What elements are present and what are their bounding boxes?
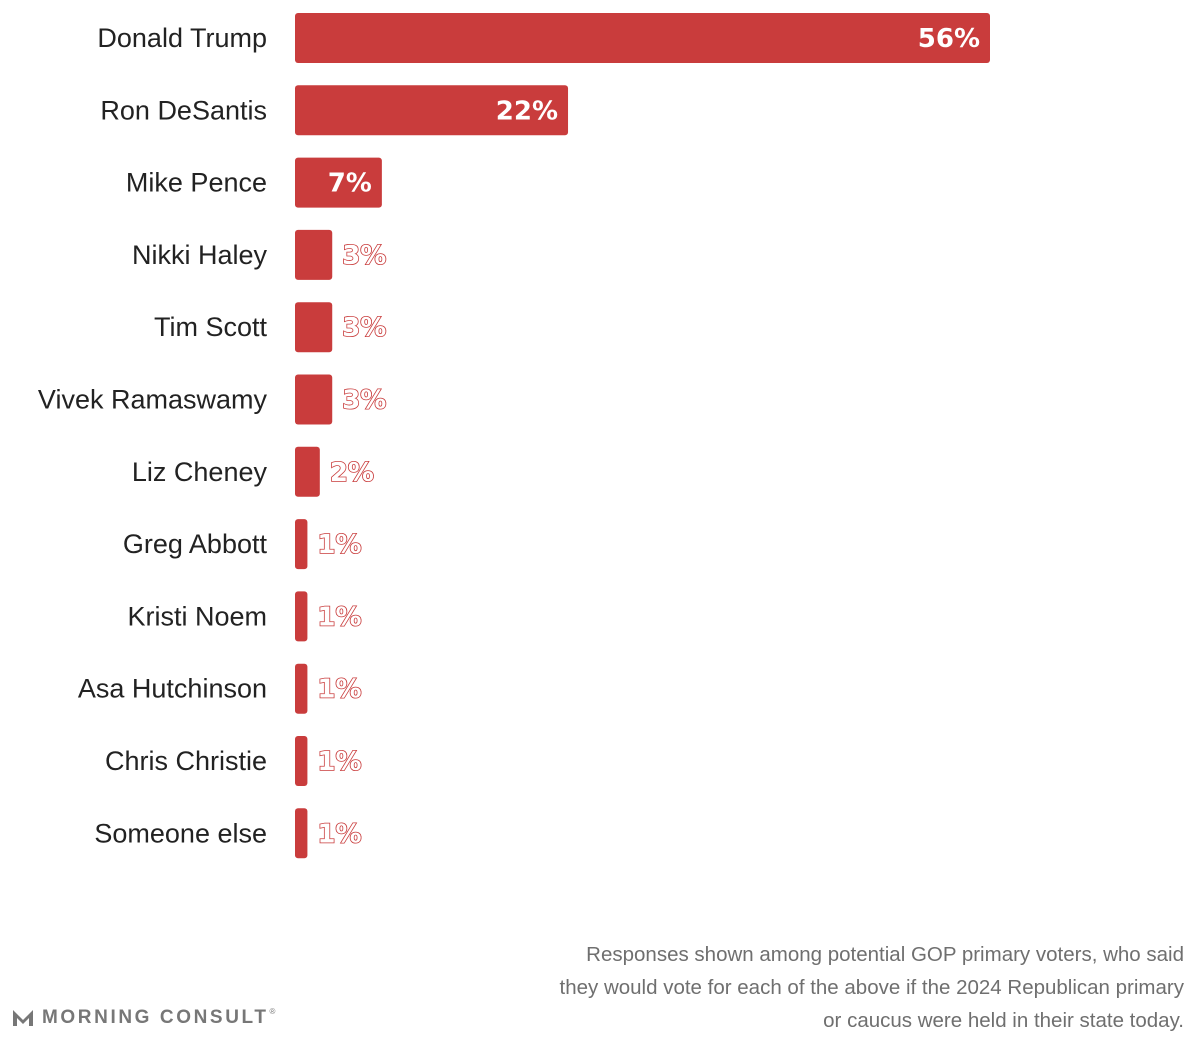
- category-label-kristi-noem: Kristi Noem: [127, 601, 267, 631]
- bar-mike-pence: [295, 157, 382, 208]
- category-label-mike-pence: Mike Pence: [126, 168, 267, 198]
- brand-name: MORNING CONSULT: [42, 1007, 269, 1028]
- data-label-mike-pence: 7%: [328, 169, 372, 199]
- bar-donald-trump: [295, 13, 990, 63]
- data-label-tim-scott: 3%: [342, 313, 386, 343]
- bar-nikki-haley: [295, 229, 333, 280]
- footnote-line-1: Responses shown among potential GOP prim…: [586, 943, 1184, 966]
- data-label-ron-desantis: 22%: [496, 96, 558, 126]
- category-label-donald-trump: Donald Trump: [97, 23, 267, 53]
- bar-liz-cheney: [295, 446, 320, 497]
- bar-kristi-noem: [295, 591, 308, 642]
- registered-mark: ®: [269, 1007, 276, 1016]
- bar-chris-christie: [295, 736, 308, 786]
- category-label-greg-abbott: Greg Abbott: [123, 529, 268, 559]
- bar-chart: Donald Trump 56% Ron DeSantis 22% Mike Pence…: [38, 13, 990, 859]
- bar-vivek-ramaswamy: [295, 374, 333, 425]
- bar-someone-else: [295, 808, 308, 859]
- bar-greg-abbott: [295, 519, 308, 570]
- morning-consult-m-logo-icon: [13, 1010, 33, 1026]
- category-label-someone-else: Someone else: [94, 818, 267, 848]
- bar-ron-desantis: [295, 85, 569, 136]
- brand-logo: MORNING CONSULT ®: [12, 1003, 275, 1033]
- data-label-kristi-noem: 1%: [317, 602, 361, 632]
- bar-asa-hutchinson: [295, 663, 308, 714]
- footnote-line-2: they would vote for each of the above if…: [559, 976, 1185, 999]
- data-label-chris-christie: 1%: [317, 747, 361, 777]
- footnote-line-3: or caucus were held in their state today…: [823, 1009, 1184, 1032]
- data-label-asa-hutchinson: 1%: [317, 675, 361, 705]
- data-label-someone-else: 1%: [317, 819, 361, 849]
- category-label-asa-hutchinson: Asa Hutchinson: [78, 674, 267, 704]
- data-label-vivek-ramaswamy: 3%: [342, 386, 386, 416]
- category-label-ron-desantis: Ron DeSantis: [100, 95, 267, 125]
- category-label-chris-christie: Chris Christie: [105, 746, 267, 776]
- category-label-vivek-ramaswamy: Vivek Ramaswamy: [38, 385, 268, 415]
- footnote: Responses shown among potential GOP prim…: [464, 938, 1185, 1037]
- data-label-donald-trump: 56%: [918, 24, 980, 54]
- category-label-nikki-haley: Nikki Haley: [132, 240, 268, 270]
- data-label-liz-cheney: 2%: [330, 458, 374, 488]
- category-label-tim-scott: Tim Scott: [154, 312, 268, 342]
- data-label-greg-abbott: 1%: [317, 530, 361, 560]
- data-label-nikki-haley: 3%: [342, 241, 386, 271]
- category-label-liz-cheney: Liz Cheney: [132, 457, 268, 487]
- bar-tim-scott: [295, 302, 333, 353]
